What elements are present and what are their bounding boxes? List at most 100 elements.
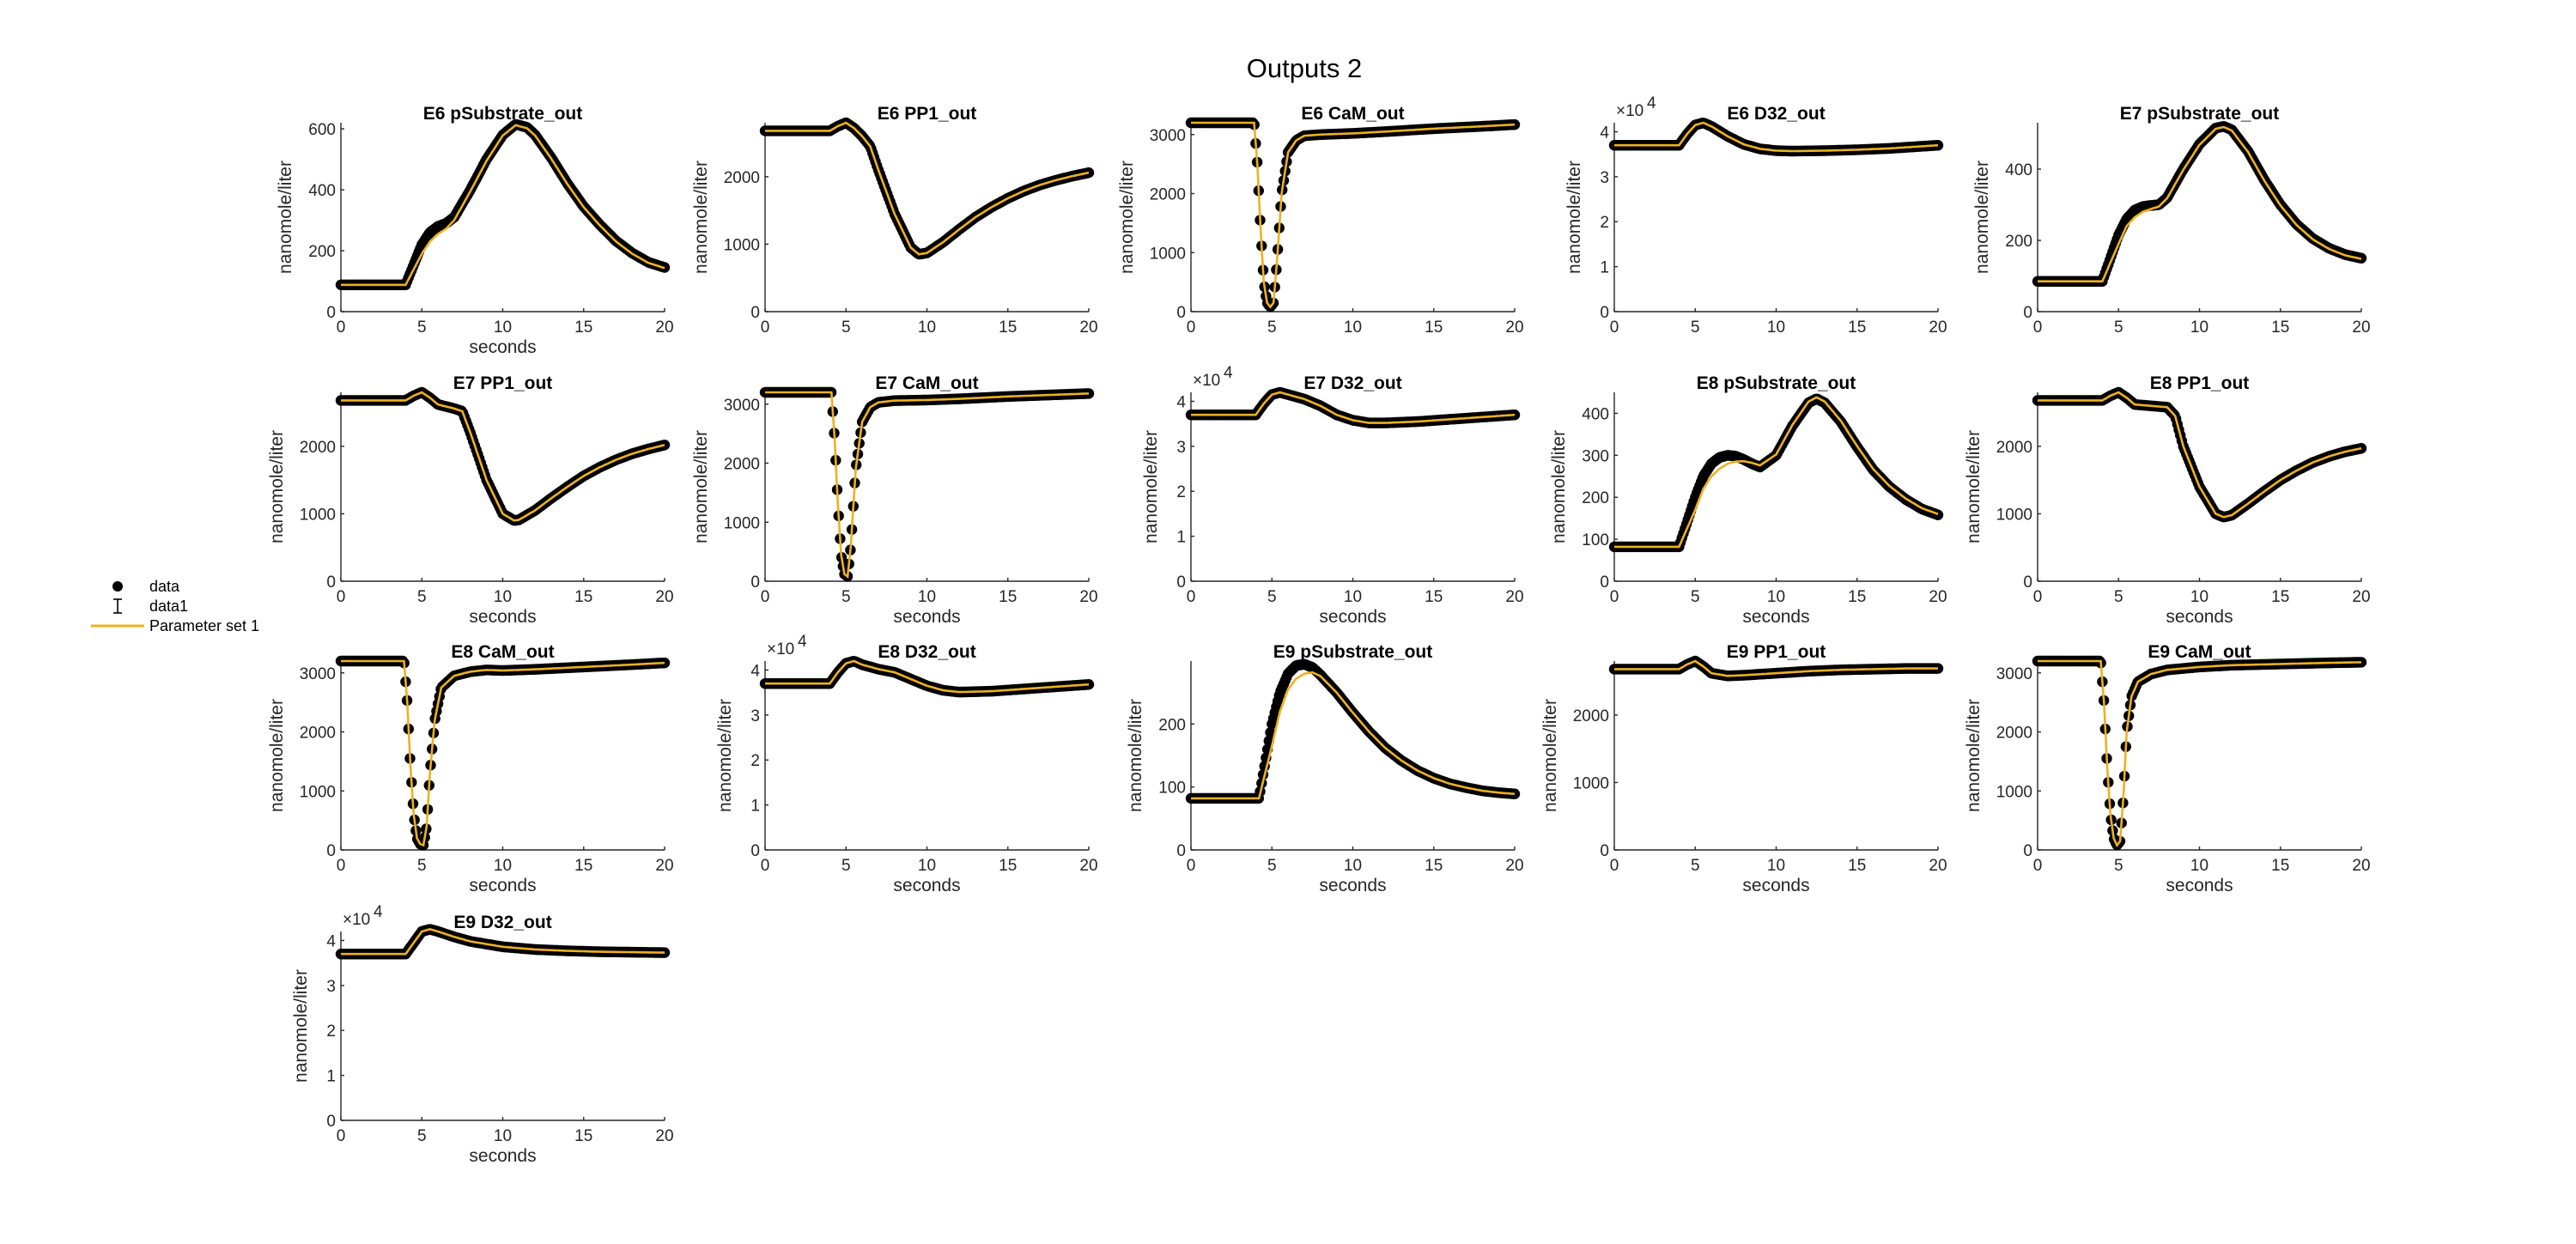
subplot-e6-pp1-out: 0 5 10 15 20 0 1000 2000 E6 PP1_out nanomole/lite… — [691, 104, 1098, 337]
e7-pp1-out-y-tick-label: 2000 — [300, 439, 336, 457]
e8-psubstrate-out-y-tick-label: 200 — [1582, 489, 1609, 507]
e8-pp1-out-x-label: seconds — [2166, 607, 2233, 627]
e8-d32-out-y-tick-label: 4 — [750, 662, 760, 680]
e6-cam-out-y-label: nanomole/liter — [1117, 161, 1137, 274]
e9-cam-out-y-tick-label: 0 — [2023, 842, 2032, 860]
e7-psubstrate-out-y-tick-label: 200 — [2005, 233, 2032, 251]
e9-psubstrate-out-parameter-set-1-line — [1191, 671, 1516, 800]
e7-psubstrate-out-x-tick-label: 20 — [2352, 319, 2370, 337]
e8-psubstrate-out-x-tick-label: 15 — [1848, 588, 1866, 606]
e7-cam-out-x-tick-label: 20 — [1079, 588, 1097, 606]
e6-d32-out-y-tick-label: 4 — [1600, 124, 1609, 142]
e9-d32-out-x-label: seconds — [469, 1146, 536, 1166]
e8-psubstrate-out-y-tick-label: 300 — [1582, 447, 1609, 465]
e6-d32-out-y-exponent-power: 4 — [1647, 94, 1656, 112]
e6-d32-out-x-tick-label: 15 — [1848, 319, 1866, 337]
legend-label-data1: data1 — [149, 598, 188, 615]
e8-d32-out-y-tick-label: 0 — [750, 842, 760, 860]
e7-d32-out-y-tick-label: 3 — [1176, 439, 1186, 457]
e7-d32-out-y-label: nanomole/liter — [1141, 430, 1161, 543]
e7-cam-out-title: E7 CaM_out — [875, 373, 978, 393]
e8-d32-out-x-tick-label: 15 — [999, 857, 1017, 875]
e8-d32-out-x-tick-label: 0 — [761, 857, 770, 875]
e6-cam-out-y-tick-label: 3000 — [1150, 127, 1186, 145]
e6-pp1-out-y-tick-label: 1000 — [724, 236, 760, 254]
e8-cam-out-parameter-set-1-line — [341, 659, 665, 847]
e7-cam-out-y-tick-label: 0 — [750, 573, 760, 592]
e6-cam-out-x-tick-label: 0 — [1187, 319, 1196, 337]
e7-d32-out-x-tick-label: 10 — [1344, 588, 1362, 606]
e8-pp1-out-x-tick-label: 15 — [2271, 588, 2289, 606]
e6-cam-out-y-tick-label: 2000 — [1150, 186, 1186, 204]
e6-psubstrate-out-x-label: seconds — [469, 337, 536, 357]
e8-psubstrate-out-title: E8 pSubstrate_out — [1697, 373, 1856, 393]
e8-d32-out-x-label: seconds — [893, 876, 960, 895]
e7-pp1-out-y-tick-label: 1000 — [300, 506, 336, 524]
e7-d32-out-x-tick-label: 20 — [1505, 588, 1523, 606]
e7-psubstrate-out-y-label: nanomole/liter — [1972, 161, 1992, 274]
e9-d32-out-y-exponent-power: 4 — [374, 903, 383, 921]
e6-pp1-out-x-tick-label: 20 — [1079, 319, 1097, 337]
e7-psubstrate-out-x-tick-label: 10 — [2190, 319, 2208, 337]
e8-psubstrate-out-x-label: seconds — [1742, 607, 1809, 627]
subplot-e6-cam-out: 0 5 10 15 20 0 1000 2000 3000 E6 CaM_out nanomole/… — [1117, 104, 1524, 337]
e8-psubstrate-out-y-tick-label: 400 — [1582, 405, 1609, 423]
e8-d32-out-title: E8 D32_out — [878, 642, 975, 662]
e6-psubstrate-out-y-tick-label: 0 — [326, 304, 336, 322]
e9-pp1-out-x-tick-label: 10 — [1767, 857, 1785, 875]
e6-cam-out-x-tick-label: 20 — [1505, 319, 1523, 337]
e6-psubstrate-out-y-label: nanomole/liter — [276, 161, 295, 274]
e6-psubstrate-out-x-tick-label: 5 — [417, 319, 427, 337]
e7-cam-out-x-tick-label: 0 — [761, 588, 770, 606]
e6-cam-out-y-tick-label: 1000 — [1150, 245, 1186, 263]
e9-d32-out-title: E9 D32_out — [453, 913, 551, 932]
e8-pp1-out-x-tick-label: 10 — [2190, 588, 2208, 606]
e7-pp1-out-x-tick-label: 5 — [417, 588, 427, 606]
e9-cam-out-x-tick-label: 20 — [2352, 857, 2370, 875]
e9-psubstrate-out-y-tick-label: 100 — [1158, 780, 1186, 798]
e8-cam-out-y-label: nanomole/liter — [267, 699, 287, 812]
e7-d32-out-title: E7 D32_out — [1303, 373, 1401, 393]
e8-d32-out-y-tick-label: 3 — [750, 707, 760, 725]
e9-psubstrate-out-x-tick-label: 10 — [1344, 857, 1362, 875]
e6-pp1-out-y-label: nanomole/liter — [691, 161, 711, 274]
e7-psubstrate-out-x-tick-label: 0 — [2033, 319, 2043, 337]
e8-pp1-out-y-label: nanomole/liter — [1964, 430, 1984, 543]
e9-d32-out-y-exponent: ×10 — [343, 911, 370, 929]
e6-cam-out-title: E6 CaM_out — [1301, 104, 1404, 124]
e9-d32-out-y-label: nanomole/liter — [291, 969, 311, 1083]
e9-cam-out-y-tick-label: 1000 — [1996, 783, 2032, 801]
e9-d32-out-y-tick-label: 4 — [326, 932, 336, 950]
e6-pp1-out-parameter-set-1-line — [765, 121, 1090, 256]
e9-pp1-out-x-tick-label: 0 — [1610, 857, 1619, 875]
e9-pp1-out-x-tick-label: 15 — [1848, 857, 1866, 875]
e9-pp1-out-y-label: nanomole/liter — [1540, 699, 1560, 812]
e6-d32-out-title: E6 D32_out — [1727, 104, 1825, 124]
e9-d32-out-x-tick-label: 15 — [574, 1127, 592, 1145]
e8-pp1-out-x-tick-label: 0 — [2033, 588, 2043, 606]
e9-d32-out-x-tick-label: 5 — [417, 1127, 427, 1145]
e9-pp1-out-x-tick-label: 20 — [1929, 857, 1947, 875]
e6-cam-out-y-tick-label: 0 — [1176, 304, 1186, 322]
e6-psubstrate-out-y-tick-label: 600 — [308, 121, 336, 139]
e9-cam-out-x-tick-label: 15 — [2271, 857, 2289, 875]
e8-d32-out-x-tick-label: 20 — [1079, 857, 1097, 875]
e6-psubstrate-out-x-tick-label: 15 — [574, 319, 592, 337]
e9-cam-out-y-label: nanomole/liter — [1964, 699, 1984, 812]
e9-psubstrate-out-y-label: nanomole/liter — [1126, 699, 1145, 812]
e9-cam-out-y-tick-label: 2000 — [1996, 725, 2032, 743]
e6-d32-out-y-tick-label: 0 — [1600, 304, 1609, 322]
e7-cam-out-x-tick-label: 5 — [841, 588, 851, 606]
e8-pp1-out-y-tick-label: 1000 — [1996, 506, 2032, 524]
e7-psubstrate-out-x-tick-label: 15 — [2271, 319, 2289, 337]
e9-d32-out-y-tick-label: 3 — [326, 978, 336, 996]
e9-d32-out-data-series — [335, 924, 671, 960]
e7-d32-out-parameter-set-1-line — [1191, 391, 1516, 424]
